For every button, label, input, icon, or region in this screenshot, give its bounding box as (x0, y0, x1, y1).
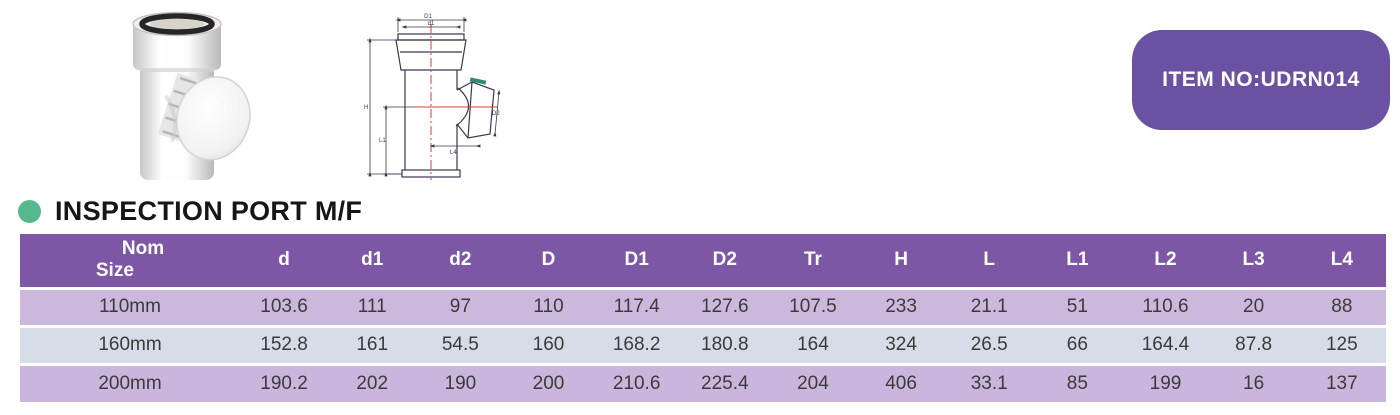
cell-value: 125 (1297, 326, 1386, 366)
col-header-L4: L4 (1297, 234, 1386, 290)
cell-size: 200mm (20, 364, 240, 402)
page-title: INSPECTION PORT M/F (55, 196, 363, 226)
cell-value: 225.4 (680, 364, 769, 402)
cell-value: 111 (328, 288, 417, 328)
table-header-row: Nom Size d d1 d2 D D1 D2 Tr H L L1 L2 L3… (20, 234, 1386, 290)
cell-value: 204 (768, 364, 857, 402)
dim-label-branch-diameter: D2 (492, 111, 500, 117)
cell-value: 190 (416, 364, 505, 402)
col-header-d: d (240, 234, 329, 290)
table-row: 160mm 152.8 161 54.5 160 168.2 180.8 164… (20, 326, 1386, 366)
dim-label-height: H (364, 105, 368, 111)
product-photo (88, 4, 270, 188)
spec-table: Nom Size d d1 d2 D D1 D2 Tr H L L1 L2 L3… (20, 234, 1386, 402)
cell-value: 110 (504, 288, 593, 328)
cell-value: 210.6 (592, 364, 681, 402)
cell-value: 190.2 (240, 364, 329, 402)
item-number-label: ITEM NO:UDRN014 (1162, 68, 1360, 91)
cell-value: 66 (1033, 326, 1122, 366)
dim-label-top-inner: d1 (428, 21, 435, 27)
cell-value: 16 (1209, 364, 1298, 402)
col-header-D1: D1 (592, 234, 681, 290)
cell-value: 103.6 (240, 288, 329, 328)
technical-drawing: D1 d1 H L1 L4 D2 (360, 12, 504, 188)
cell-value: 137 (1297, 364, 1386, 402)
cell-value: 54.5 (416, 326, 505, 366)
col-header-H: H (856, 234, 946, 290)
col-header-D: D (504, 234, 593, 290)
col-header-Tr: Tr (768, 234, 857, 290)
cell-value: 199 (1121, 364, 1210, 402)
table-row: 110mm 103.6 111 97 110 117.4 127.6 107.5… (20, 288, 1386, 328)
col-header-L3: L3 (1209, 234, 1298, 290)
inspection-port-photo-image (132, 11, 251, 180)
cell-value: 20 (1209, 288, 1298, 328)
nom-label: Nom (121, 238, 165, 260)
col-header-L2: L2 (1121, 234, 1210, 290)
cell-value: 406 (856, 364, 946, 402)
cell-size: 160mm (20, 326, 240, 366)
cell-value: 180.8 (680, 326, 769, 366)
cell-value: 324 (856, 326, 946, 366)
cell-value: 51 (1033, 288, 1122, 328)
cell-value: 26.5 (945, 326, 1034, 366)
cell-value: 233 (856, 288, 946, 328)
cell-value: 85 (1033, 364, 1122, 402)
dim-label-inner-height: L1 (379, 138, 386, 144)
table-row: 200mm 190.2 202 190 200 210.6 225.4 204 … (20, 364, 1386, 402)
cell-value: 33.1 (945, 364, 1034, 402)
cell-value: 117.4 (592, 288, 681, 328)
cell-value: 160 (504, 326, 593, 366)
cell-value: 88 (1297, 288, 1386, 328)
col-header-nom-size: Nom Size (20, 234, 240, 290)
col-header-d1: d1 (328, 234, 417, 290)
cell-value: 200 (504, 364, 593, 402)
cell-value: 87.8 (1209, 326, 1298, 366)
cell-size: 110mm (20, 288, 240, 328)
col-header-L1: L1 (1033, 234, 1122, 290)
green-bullet-icon (18, 200, 41, 223)
dim-label-top-outer: D1 (424, 14, 432, 20)
cell-value: 127.6 (680, 288, 769, 328)
cell-value: 202 (328, 364, 417, 402)
technical-drawing-image: D1 d1 H L1 L4 D2 (364, 14, 501, 180)
col-header-L: L (945, 234, 1034, 290)
cell-value: 164 (768, 326, 857, 366)
cell-value: 164.4 (1121, 326, 1210, 366)
item-number-badge: ITEM NO:UDRN014 (1132, 30, 1390, 130)
section-heading: INSPECTION PORT M/F (18, 196, 362, 227)
size-label: Size (95, 260, 134, 282)
col-header-d2: d2 (416, 234, 505, 290)
cell-value: 161 (328, 326, 417, 366)
cell-value: 110.6 (1121, 288, 1210, 328)
dim-label-branch-length: L4 (450, 150, 457, 156)
cell-value: 152.8 (240, 326, 329, 366)
cell-value: 97 (416, 288, 505, 328)
cell-value: 168.2 (592, 326, 681, 366)
col-header-D2: D2 (680, 234, 769, 290)
cell-value: 107.5 (768, 288, 857, 328)
cell-value: 21.1 (945, 288, 1034, 328)
